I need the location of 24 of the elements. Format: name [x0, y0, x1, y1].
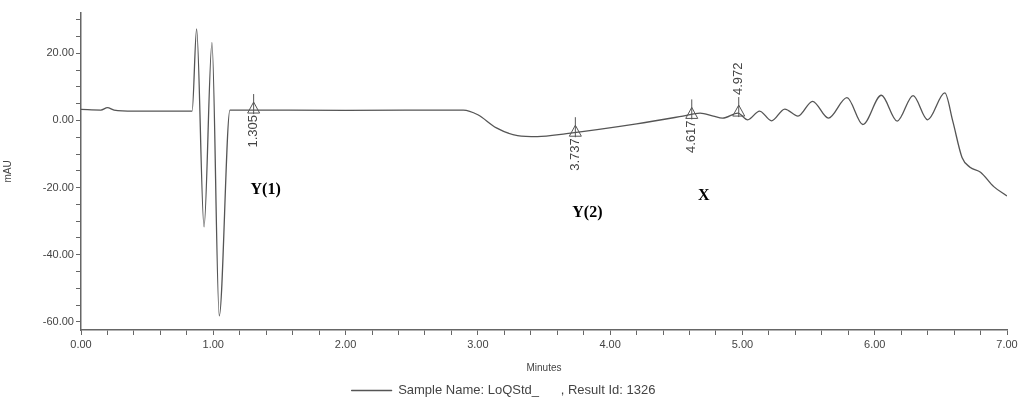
x-tick-label: 3.00 [467, 337, 489, 350]
annotation: X [697, 185, 710, 203]
y-tick-label: 0.00 [52, 113, 74, 126]
x-tick-label: 1.00 [202, 337, 224, 350]
annotation: 4.617 [683, 120, 699, 153]
line-series [81, 28, 1007, 317]
x-axis-title: Minutes [526, 361, 562, 373]
y-tick-label: -40.00 [42, 247, 74, 260]
y-tick-label: -60.00 [42, 314, 74, 327]
annotation: 1.305 [245, 115, 261, 148]
annotation: 3.737 [566, 138, 582, 171]
annotation: 4.972 [730, 62, 746, 96]
x-tick-label: 2.00 [334, 337, 357, 350]
y-tick-label: -20.00 [42, 180, 74, 193]
x-tick-label: 6.00 [864, 337, 886, 350]
y-axis-title: mAU [1, 160, 13, 183]
legend-label: Sample Name: LoQStd_ , Result Id: 1326 [398, 382, 656, 398]
annotation: Y(2) [572, 203, 603, 222]
x-tick-label: 7.00 [996, 337, 1018, 350]
annotation: Y(1) [250, 180, 281, 199]
x-tick-label: 0.00 [70, 337, 92, 350]
x-tick-label: 4.00 [599, 337, 621, 350]
y-tick-label: 20.00 [46, 46, 74, 59]
x-tick-label: 5.00 [731, 337, 754, 350]
